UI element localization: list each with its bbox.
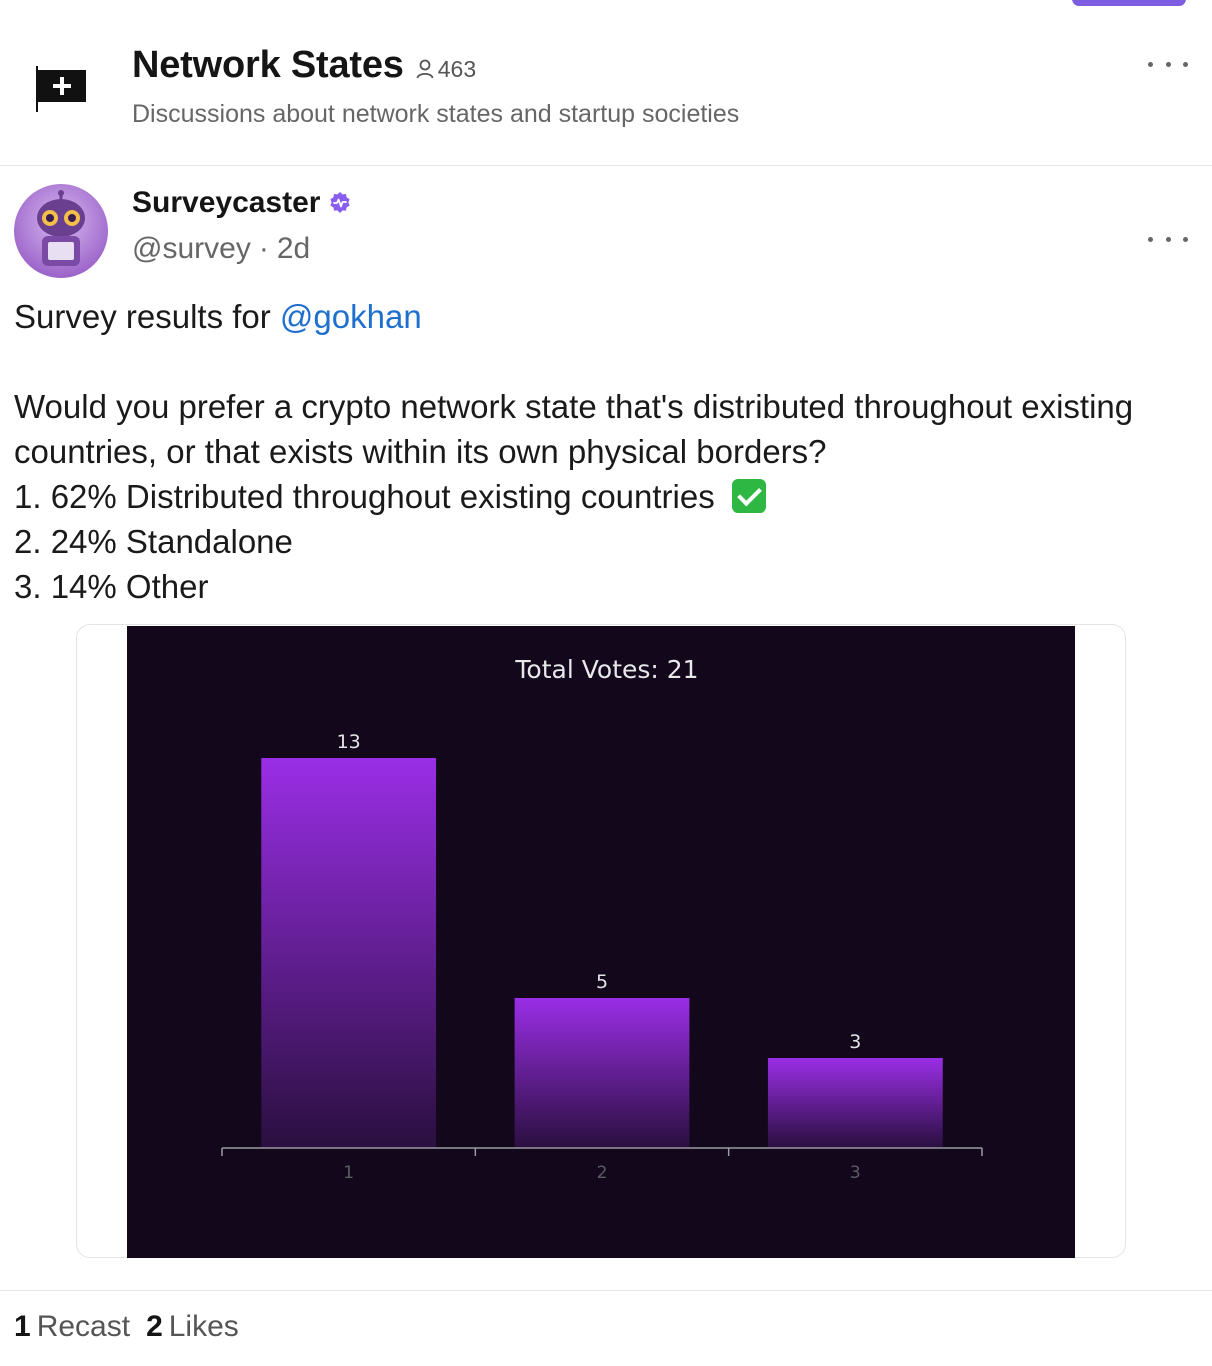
- avatar[interactable]: [14, 184, 108, 278]
- recasts-label: Recast: [36, 1310, 131, 1343]
- reactions-bar: 1 Recast 2 Likes: [14, 1310, 239, 1344]
- result-1-text: 1. 62% Distributed throughout existing c…: [14, 478, 715, 515]
- robot-avatar-icon: [14, 184, 108, 278]
- likes-count: 2: [146, 1310, 163, 1343]
- channel-header: Network States 463 Discussions about net…: [0, 0, 1212, 166]
- likes-count-link[interactable]: 2 Likes: [146, 1310, 239, 1344]
- chart-title: Total Votes: 21: [514, 655, 698, 684]
- cast-more-button[interactable]: [1148, 229, 1188, 249]
- cast-intro-text: Survey results for: [14, 298, 280, 335]
- mention-link[interactable]: @gokhan: [279, 298, 422, 335]
- blank-line: [14, 339, 1194, 384]
- recasts-count: 1: [14, 1310, 31, 1343]
- check-mark-icon: [731, 479, 766, 513]
- channel-more-button[interactable]: [1148, 54, 1188, 74]
- survey-question: Would you prefer a crypto network state …: [14, 388, 1134, 470]
- member-icon: [416, 59, 434, 79]
- result-line-1: 1. 62% Distributed throughout existing c…: [14, 474, 1194, 519]
- result-line-3: 3. 14% Other: [14, 568, 209, 605]
- more-dot: [1148, 236, 1153, 242]
- top-action-button-edge[interactable]: [1072, 0, 1186, 6]
- channel-title[interactable]: Network States: [132, 44, 404, 86]
- x-tick-label: 1: [343, 1163, 354, 1183]
- bar-2: [514, 998, 690, 1148]
- more-dot: [1165, 61, 1171, 67]
- meta-separator: ·: [258, 232, 269, 265]
- flag-plus-icon: [36, 66, 86, 112]
- cast-timestamp[interactable]: 2d: [276, 232, 311, 265]
- result-line-2: 2. 24% Standalone: [14, 523, 293, 560]
- bar-value-label: 3: [849, 1031, 861, 1053]
- more-dot: [1183, 236, 1188, 242]
- author-name[interactable]: Surveycaster: [132, 186, 321, 219]
- footer-divider: [0, 1290, 1212, 1291]
- channel-description: Discussions about network states and sta…: [132, 100, 740, 128]
- x-tick-label: 2: [597, 1163, 608, 1183]
- more-dot: [1183, 61, 1188, 67]
- author-row: Surveycaster: [132, 186, 352, 220]
- more-dot: [1165, 236, 1171, 242]
- x-tick-label: 3: [850, 1163, 861, 1183]
- bar-value-label: 13: [337, 731, 361, 753]
- results-chart[interactable]: Total Votes: 21 13 5 3 1 2 3: [127, 626, 1075, 1258]
- bar-3: [767, 1058, 943, 1148]
- member-count: 463: [437, 56, 477, 82]
- cast-intro-line: Survey results for @gokhan: [14, 294, 1194, 339]
- author-handle[interactable]: @survey: [132, 232, 251, 265]
- bar-value-label: 5: [596, 971, 608, 993]
- likes-label: Likes: [168, 1310, 239, 1343]
- author-meta: @survey · 2d: [132, 232, 310, 266]
- bar-1: [261, 758, 437, 1148]
- verified-badge-icon: [330, 192, 351, 213]
- recasts-count-link[interactable]: 1 Recast: [14, 1310, 130, 1344]
- bar-chart: Total Votes: 21 13 5 3 1 2 3: [221, 655, 983, 1183]
- more-dot: [1148, 61, 1153, 67]
- cast-text: Survey results for @gokhan Would you pre…: [14, 294, 1194, 609]
- channel-title-row: Network States 463: [132, 44, 476, 87]
